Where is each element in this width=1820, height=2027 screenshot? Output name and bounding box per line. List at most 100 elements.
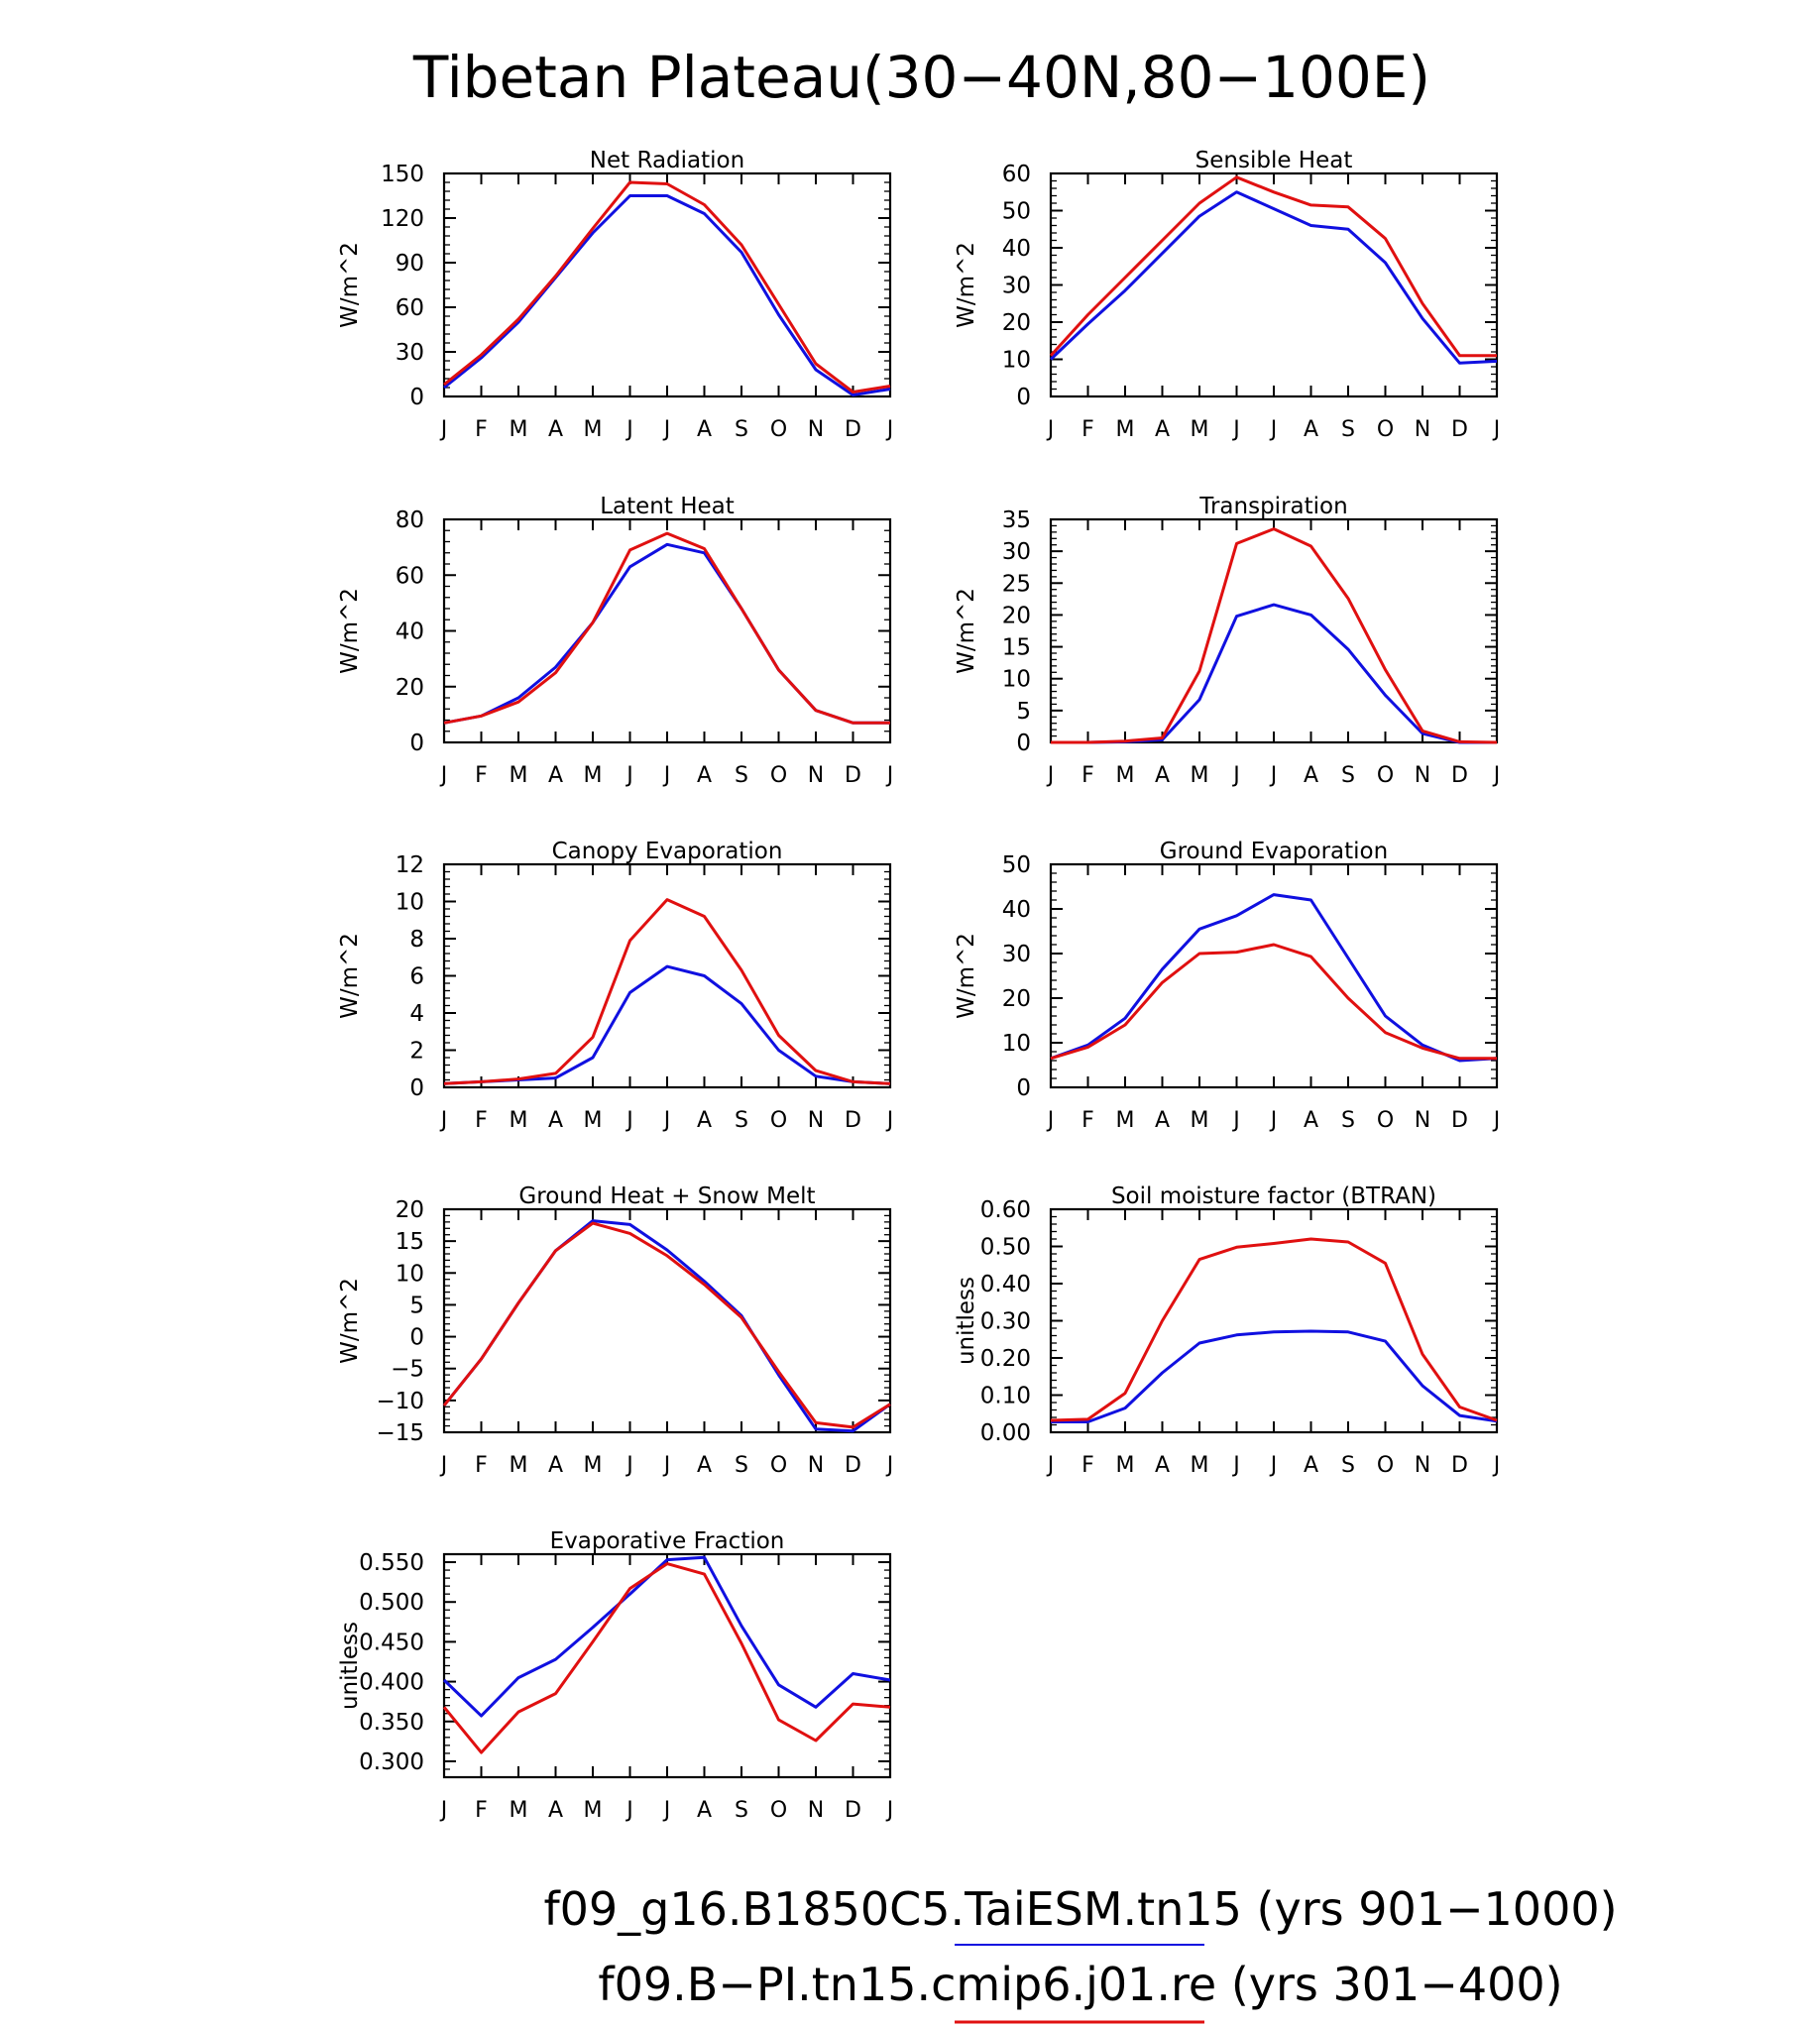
x-tick-label: N xyxy=(1415,763,1430,788)
series-line-b xyxy=(443,531,890,725)
y-tick-label: 5 xyxy=(1016,699,1031,725)
x-tick-label: A xyxy=(1155,1108,1170,1133)
x-tick-label: J xyxy=(1269,417,1278,442)
x-tick-label: J xyxy=(439,1108,448,1133)
y-tick-label: 8 xyxy=(409,927,424,953)
y-tick-label: 30 xyxy=(396,340,424,366)
panel-title: Canopy Evaporation xyxy=(552,839,783,864)
x-tick-label: A xyxy=(697,1108,712,1133)
panel-title: Transpiration xyxy=(1198,494,1347,519)
y-tick-label: 30 xyxy=(1002,274,1031,299)
y-tick-label: 15 xyxy=(1002,635,1031,661)
x-tick-label: J xyxy=(625,1108,633,1133)
x-tick-label: M xyxy=(510,1453,528,1478)
y-axis-label: unitless xyxy=(954,1277,979,1365)
panel-title: Net Radiation xyxy=(590,148,744,173)
y-axis-label: W/m^2 xyxy=(954,588,979,674)
x-tick-label: M xyxy=(1191,417,1209,442)
x-tick-label: A xyxy=(548,1453,563,1478)
x-tick-label: A xyxy=(548,417,563,442)
x-tick-label: J xyxy=(1046,1108,1055,1133)
y-tick-label: 40 xyxy=(1002,897,1031,923)
series-line-a xyxy=(443,964,891,1085)
x-tick-label: S xyxy=(1341,417,1355,442)
y-tick-label: 30 xyxy=(1002,942,1031,967)
x-tick-label: J xyxy=(1046,1453,1055,1478)
panel-title: Soil moisture factor (BTRAN) xyxy=(1111,1183,1436,1209)
x-tick-label: S xyxy=(1341,1453,1355,1478)
x-tick-label: A xyxy=(697,1453,712,1478)
y-tick-label: 60 xyxy=(396,563,424,589)
x-tick-label: D xyxy=(1451,763,1468,788)
y-tick-label: 0.300 xyxy=(359,1749,424,1775)
x-tick-label: J xyxy=(885,417,894,442)
x-tick-label: J xyxy=(439,1798,448,1823)
x-tick-label: A xyxy=(1304,1453,1318,1478)
series-line-a xyxy=(442,1555,891,1718)
x-tick-label: D xyxy=(1451,1453,1468,1478)
panel-title: Ground Heat + Snow Melt xyxy=(518,1183,815,1209)
x-tick-label: O xyxy=(1377,1108,1394,1133)
x-tick-label: F xyxy=(475,1798,488,1823)
series-line-b xyxy=(442,1221,891,1429)
y-tick-label: 0 xyxy=(1016,1075,1031,1101)
y-axis-label: unitless xyxy=(337,1622,363,1710)
y-tick-label: 0.10 xyxy=(980,1384,1031,1409)
x-tick-label: A xyxy=(548,1108,563,1133)
y-axis-label: W/m^2 xyxy=(337,1278,363,1364)
series-line-b xyxy=(443,180,891,394)
y-tick-label: 35 xyxy=(1002,507,1031,533)
x-tick-label: D xyxy=(845,1798,861,1823)
x-tick-label: A xyxy=(697,417,712,442)
x-tick-label: M xyxy=(584,1453,603,1478)
y-tick-label: 10 xyxy=(1002,348,1031,374)
legend: f09_g16.B1850C5.TaiESM.tn15 (yrs 901−100… xyxy=(543,1882,1618,2024)
y-tick-label: −5 xyxy=(391,1357,424,1383)
x-tick-label: M xyxy=(510,763,528,788)
x-tick-label: F xyxy=(1081,763,1094,788)
y-tick-label: 0.30 xyxy=(980,1309,1031,1335)
x-tick-label: J xyxy=(1269,1108,1278,1133)
x-tick-label: S xyxy=(735,1453,748,1478)
x-tick-label: S xyxy=(1341,1108,1355,1133)
x-tick-label: J xyxy=(625,417,633,442)
x-tick-label: J xyxy=(439,1453,448,1478)
x-tick-label: A xyxy=(697,1798,712,1823)
y-tick-label: 0 xyxy=(409,1325,424,1351)
plot-frame xyxy=(442,171,892,398)
y-tick-label: 90 xyxy=(396,251,424,277)
y-axis-label: W/m^2 xyxy=(954,242,979,328)
series-line-a xyxy=(1051,603,1497,744)
y-tick-label: 5 xyxy=(409,1293,424,1318)
x-tick-label: J xyxy=(625,763,633,788)
x-tick-label: J xyxy=(1231,763,1240,788)
x-tick-label: J xyxy=(1231,417,1240,442)
x-tick-label: J xyxy=(1046,763,1055,788)
x-tick-label: N xyxy=(808,1453,824,1478)
y-tick-label: 60 xyxy=(1002,162,1031,187)
panel-title: Sensible Heat xyxy=(1195,148,1353,173)
x-tick-label: J xyxy=(1492,1108,1501,1133)
x-tick-label: J xyxy=(439,417,448,442)
x-tick-label: M xyxy=(584,763,603,788)
x-tick-label: J xyxy=(1492,1453,1501,1478)
y-tick-label: 0 xyxy=(1016,731,1031,756)
x-tick-label: A xyxy=(1304,417,1318,442)
x-tick-label: A xyxy=(1304,1108,1318,1133)
x-tick-label: M xyxy=(1116,1453,1135,1478)
y-tick-label: −10 xyxy=(376,1389,424,1414)
x-tick-label: O xyxy=(770,1108,787,1133)
y-tick-label: 60 xyxy=(396,295,424,321)
x-tick-label: A xyxy=(548,1798,563,1823)
panel-title: Ground Evaporation xyxy=(1160,839,1388,864)
y-tick-label: 0.00 xyxy=(980,1420,1031,1446)
y-axis-label: W/m^2 xyxy=(337,933,363,1019)
x-tick-label: M xyxy=(1116,1108,1135,1133)
x-tick-label: A xyxy=(697,763,712,788)
x-tick-label: M xyxy=(510,1108,528,1133)
